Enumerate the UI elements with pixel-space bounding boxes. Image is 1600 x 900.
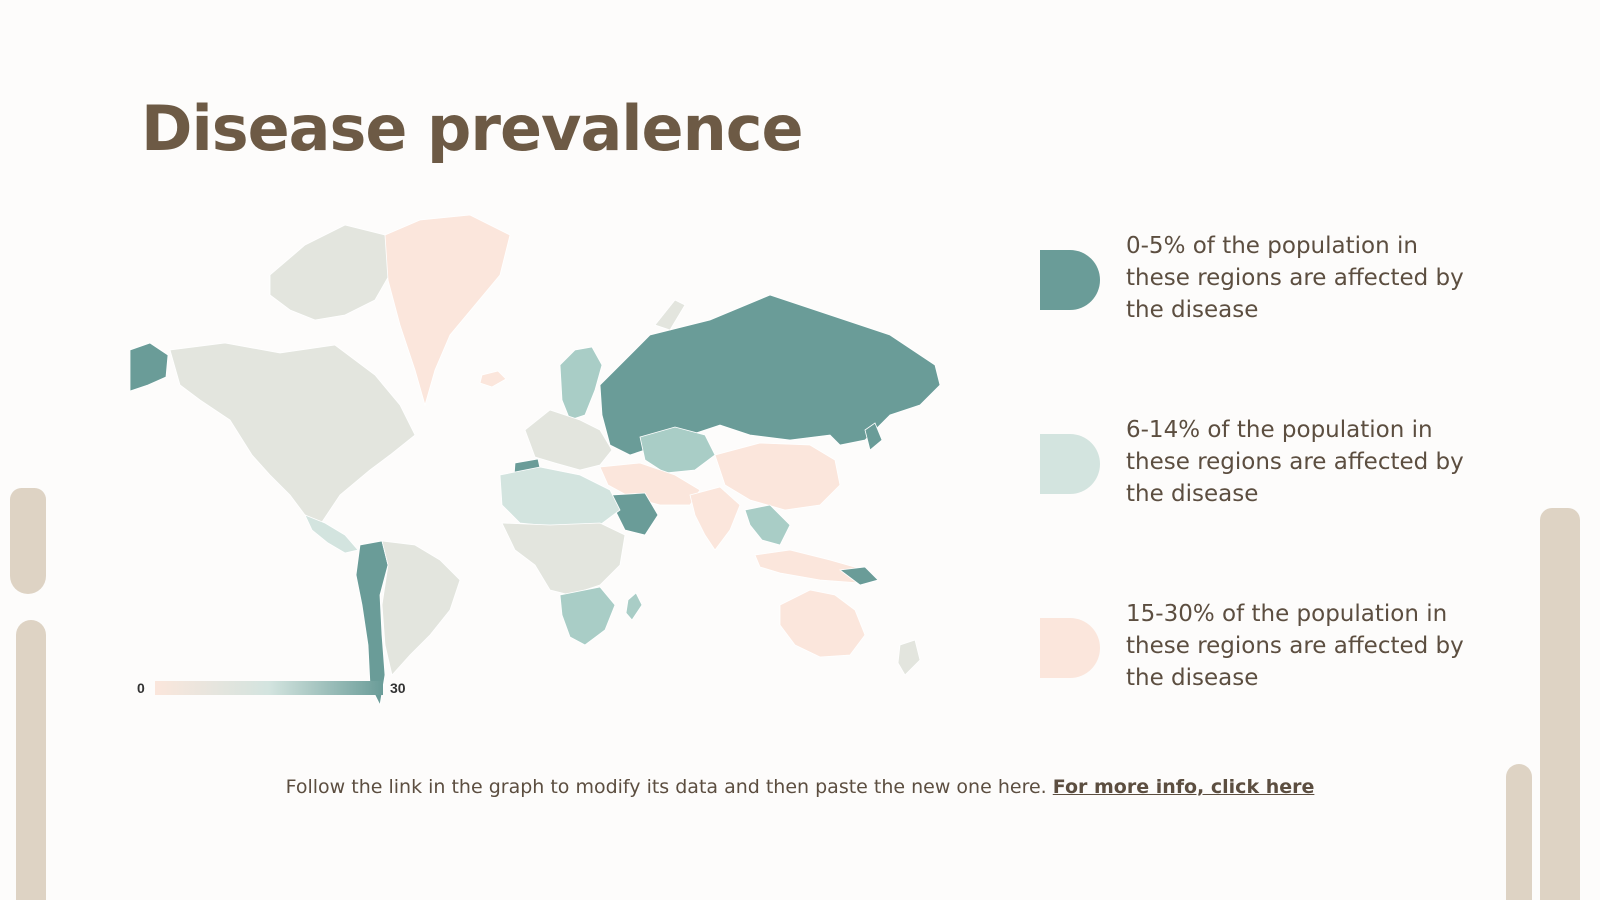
decoration-right-short: [1506, 764, 1532, 900]
map-region-central-africa[interactable]: [501, 522, 626, 596]
map-region-russia[interactable]: [599, 294, 941, 456]
map-region-central-america[interactable]: [304, 514, 359, 554]
legend-swatch-dark: [1040, 250, 1100, 310]
map-region-kazakhstan[interactable]: [639, 426, 716, 474]
map-region-novaya-zemlya[interactable]: [654, 299, 686, 331]
map-region-madagascar[interactable]: [625, 592, 643, 621]
map-region-japan[interactable]: [864, 422, 883, 451]
world-map[interactable]: 0 30: [130, 205, 960, 725]
scale-min-label: 0: [137, 680, 145, 696]
scale-bar: [155, 681, 383, 695]
legend-swatch-light: [1040, 618, 1100, 678]
map-region-southern-africa[interactable]: [559, 586, 616, 646]
map-region-north-america[interactable]: [169, 342, 416, 526]
map-region-north-africa[interactable]: [499, 466, 621, 528]
legend-item-6-14: 6-14% of the population in these regions…: [1040, 414, 1520, 514]
footer-text: Follow the link in the graph to modify i…: [285, 776, 1047, 798]
map-region-indonesia[interactable]: [754, 549, 866, 584]
decoration-right-tall: [1540, 508, 1580, 900]
map-region-greenland[interactable]: [384, 214, 511, 407]
world-map-svg: 0 30: [130, 214, 941, 707]
map-region-australia[interactable]: [779, 589, 866, 658]
map-region-canada-islands[interactable]: [269, 224, 396, 321]
map-region-south-america[interactable]: [381, 540, 461, 676]
map-region-india[interactable]: [689, 486, 741, 551]
legend-text-0-5: 0-5% of the population in these regions …: [1126, 233, 1464, 323]
map-region-alaska[interactable]: [130, 342, 169, 392]
map-region-new-guinea[interactable]: [838, 566, 879, 586]
map-region-iceland[interactable]: [479, 370, 507, 388]
map-region-middle-east[interactable]: [599, 462, 701, 506]
decoration-left-top: [10, 488, 46, 594]
map-region-scandinavia[interactable]: [559, 346, 603, 421]
legend-item-0-5: 0-5% of the population in these regions …: [1040, 230, 1520, 330]
map-region-southeast-asia[interactable]: [744, 504, 791, 546]
legend-text-15-30: 15-30% of the population in these region…: [1126, 601, 1464, 691]
legend-item-15-30: 15-30% of the population in these region…: [1040, 598, 1520, 698]
more-info-link[interactable]: For more info, click here: [1052, 776, 1315, 798]
map-region-china[interactable]: [714, 442, 841, 511]
legend-swatch-mid: [1040, 434, 1100, 494]
scale-max-label: 30: [390, 680, 406, 696]
legend-text-6-14: 6-14% of the population in these regions…: [1126, 417, 1464, 507]
map-region-new-zealand[interactable]: [897, 639, 921, 676]
footer-note: Follow the link in the graph to modify i…: [0, 776, 1600, 798]
page-title: Disease prevalence: [141, 92, 804, 165]
decoration-left-bottom: [16, 620, 46, 900]
map-region-western-europe[interactable]: [524, 409, 613, 471]
